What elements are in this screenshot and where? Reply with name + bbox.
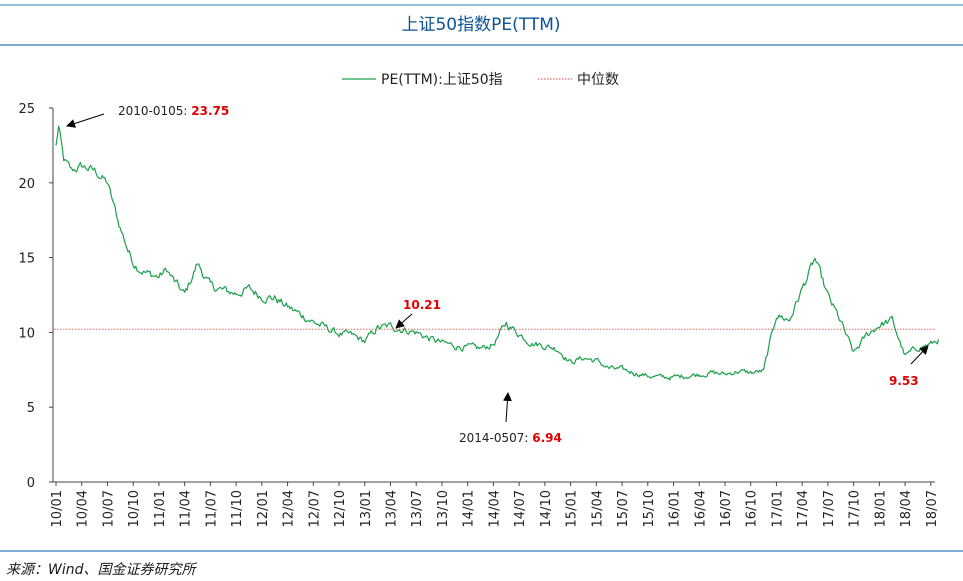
x-tick-label: 12/07 (307, 490, 322, 527)
x-tick-label: 15/04 (590, 490, 605, 527)
annotation-max: 2010-0105: 23.75 (118, 104, 229, 118)
x-tick-label: 16/01 (668, 490, 683, 527)
x-tick-label: 10/10 (127, 490, 142, 527)
y-tick-label: 15 (18, 252, 35, 267)
x-tick-label: 10/01 (50, 490, 65, 527)
y-axis-ticks: 0 5 10 15 20 25 (18, 102, 53, 491)
y-tick-label: 25 (18, 102, 35, 117)
x-tick-label: 13/10 (436, 490, 451, 527)
x-tick-label: 16/07 (719, 490, 734, 527)
legend-label-pe: PE(TTM):上证50指 (381, 72, 503, 88)
x-tick-label: 18/04 (899, 490, 914, 527)
y-tick-label: 20 (18, 177, 35, 192)
x-tick-label: 12/10 (333, 490, 348, 527)
x-tick-label: 16/10 (745, 490, 760, 527)
x-axis-ticks: 10/01 10/04 10/07 10/10 11/01 11/04 11/07 11/10… (50, 482, 940, 527)
x-tick-label: 14/10 (539, 490, 554, 527)
legend-label-median: 中位数 (577, 72, 619, 88)
y-tick-label: 0 (27, 476, 35, 491)
x-tick-label: 18/01 (873, 490, 888, 527)
x-tick-label: 11/10 (230, 490, 245, 527)
x-tick-label: 17/07 (822, 490, 837, 527)
x-tick-label: 13/01 (359, 490, 374, 527)
annotation-arrow-latest (910, 345, 929, 365)
x-tick-label: 15/07 (616, 490, 631, 527)
y-tick-label: 10 (18, 326, 35, 341)
annotation-latest: 9.53 (889, 374, 919, 388)
source-note: 来源：Wind、国金证券研究所 (6, 562, 197, 578)
x-tick-label: 14/04 (487, 490, 502, 527)
x-tick-label: 17/10 (848, 490, 863, 527)
x-tick-label: 14/01 (462, 490, 477, 527)
x-tick-label: 13/07 (410, 490, 425, 527)
x-tick-label: 17/04 (796, 490, 811, 527)
x-tick-label: 15/01 (565, 490, 580, 527)
annotation-arrow-median (395, 313, 413, 329)
annotation-arrow-min (502, 392, 512, 423)
annotation-median: 10.21 (403, 298, 441, 312)
x-tick-label: 13/04 (384, 490, 399, 527)
y-tick-label: 5 (27, 401, 35, 416)
x-tick-label: 17/01 (770, 490, 785, 527)
x-tick-label: 10/07 (101, 490, 116, 527)
x-tick-label: 15/10 (642, 490, 657, 527)
x-tick-label: 16/04 (693, 490, 708, 527)
x-tick-label: 14/07 (513, 490, 528, 527)
x-tick-label: 11/07 (204, 490, 219, 527)
pe-series-line (55, 125, 940, 381)
x-tick-label: 12/04 (282, 490, 297, 527)
x-tick-label: 10/04 (76, 490, 91, 527)
annotation-arrow-max (66, 113, 105, 128)
x-tick-label: 12/01 (256, 490, 271, 527)
x-tick-label: 11/01 (153, 490, 168, 527)
x-tick-label: 11/04 (179, 490, 194, 527)
annotation-min: 2014-0507: 6.94 (459, 431, 562, 445)
chart-title: 上证50指数PE(TTM) (401, 15, 560, 35)
x-tick-label: 18/07 (925, 490, 940, 527)
